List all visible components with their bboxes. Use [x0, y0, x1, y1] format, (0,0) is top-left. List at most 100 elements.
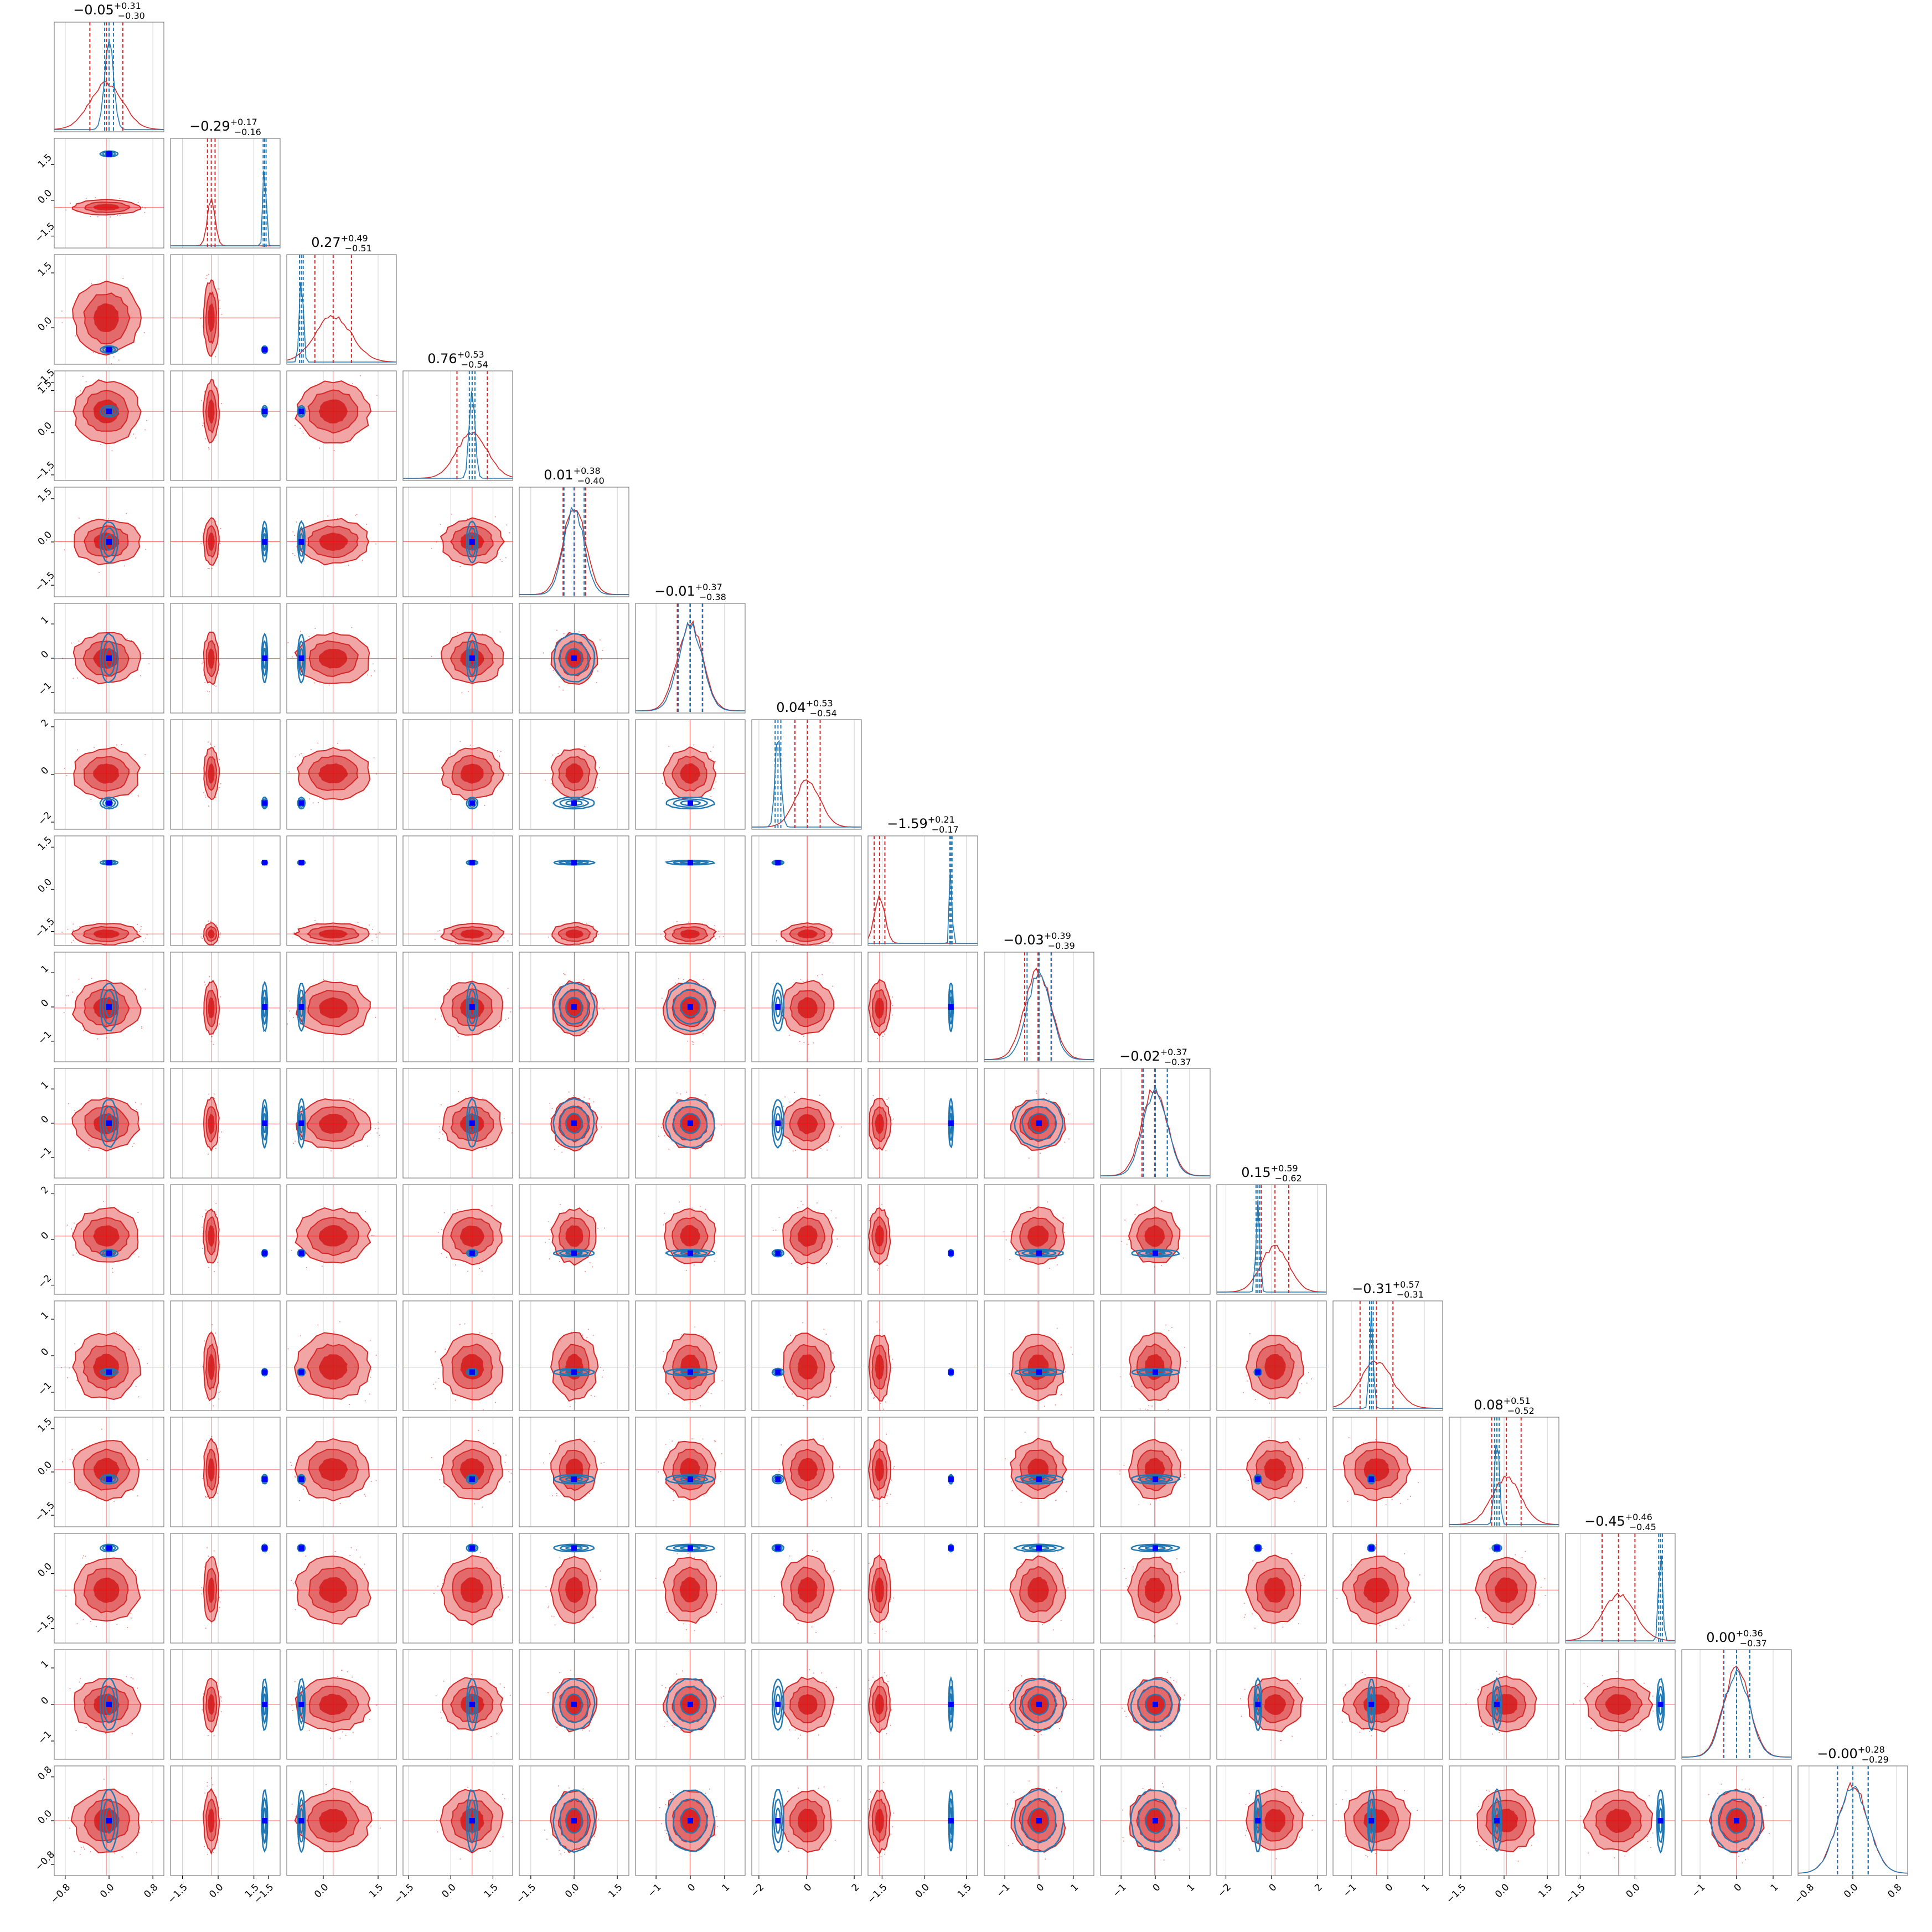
y-tick-label: 0.0: [36, 529, 54, 547]
contour-blue: [1029, 1476, 1050, 1482]
contour-blue: [771, 1789, 784, 1853]
sample-point: [1184, 1476, 1186, 1478]
sample-point: [1519, 1847, 1521, 1849]
sample-point: [69, 1827, 71, 1829]
sample-point: [211, 1035, 213, 1037]
sample-point: [1008, 1690, 1009, 1692]
sample-point: [788, 1141, 790, 1143]
panel-15-8: −1 0 1: [984, 1765, 1094, 1899]
sample-point: [349, 1554, 351, 1556]
x-tick-label: 2: [850, 1882, 862, 1894]
sample-point: [1132, 1569, 1134, 1571]
sample-point: [431, 1456, 432, 1458]
sample-point: [564, 974, 566, 975]
contour-blue: [100, 345, 118, 354]
x-tick-label: 0: [1267, 1882, 1279, 1894]
sample-point: [220, 1697, 222, 1698]
sample-point: [68, 1103, 69, 1104]
sample-point: [204, 984, 206, 986]
truth-marker: [1036, 1545, 1042, 1551]
sample-point: [545, 1586, 547, 1588]
x-tick-label: −1.5: [1444, 1882, 1468, 1905]
title-plus: +0.28: [1858, 1744, 1885, 1755]
sample-point: [330, 1737, 332, 1739]
contour-blue: [565, 1251, 583, 1256]
panel-1-1: −0.29+0.17 −0.16: [170, 117, 281, 249]
sample-point: [119, 198, 121, 199]
sample-point: [1409, 1496, 1411, 1497]
truth-marker: [262, 1545, 268, 1551]
sample-point: [369, 1340, 371, 1341]
sample-point: [793, 944, 794, 946]
sample-point: [81, 1557, 83, 1559]
sample-point: [495, 1402, 497, 1403]
contour-blue: [1021, 1106, 1057, 1141]
title-minus: −0.54: [810, 708, 837, 719]
sample-point: [138, 1396, 140, 1398]
sample-point: [604, 1227, 606, 1229]
sample-point: [550, 1117, 551, 1119]
truth-marker: [948, 1369, 954, 1375]
truth-marker: [106, 1702, 112, 1707]
sample-point: [877, 1267, 879, 1269]
sample-point: [373, 757, 375, 758]
sample-point: [1345, 1790, 1347, 1791]
sample-point: [693, 1264, 695, 1266]
sample-point: [314, 627, 316, 629]
panel-13-12: [1449, 1533, 1559, 1644]
sample-point: [90, 1621, 91, 1623]
sample-point: [71, 942, 73, 944]
sample-point: [209, 1731, 210, 1733]
sample-point: [435, 1381, 437, 1383]
panel-10-0: −202: [36, 1184, 164, 1295]
panel-frame: [402, 1184, 513, 1295]
panel-frame: [54, 370, 164, 481]
y-tick-label: −1.5: [33, 570, 57, 593]
sample-point: [580, 948, 581, 949]
panel-13-0: −1.50.0: [33, 1533, 164, 1644]
hist-red: [1333, 1360, 1443, 1409]
sample-point: [69, 1482, 71, 1484]
truth-marker: [1255, 1818, 1261, 1823]
sample-point: [1708, 1794, 1709, 1795]
title-minus: −0.40: [577, 476, 605, 486]
sample-point: [1304, 1574, 1305, 1576]
sample-point: [469, 947, 470, 948]
sample-point: [441, 1228, 442, 1230]
sample-point: [552, 754, 554, 756]
sample-point: [1749, 1788, 1750, 1790]
sample-point: [1262, 1547, 1263, 1549]
sample-point: [1312, 1815, 1314, 1816]
contour-blue: [467, 1106, 477, 1141]
sample-point: [876, 1037, 878, 1039]
sample-point: [499, 1025, 500, 1027]
sample-point: [1742, 1779, 1743, 1781]
panel-frame: [1216, 1300, 1327, 1411]
sample-point: [443, 1212, 445, 1213]
sample-point: [433, 1383, 435, 1385]
sample-point: [146, 1459, 148, 1460]
sample-point: [1408, 1713, 1409, 1714]
contour-blue: [1145, 1476, 1166, 1482]
panel-frame: [402, 952, 513, 1062]
sample-point: [721, 1603, 722, 1605]
sample-point: [69, 1688, 71, 1690]
sample-point: [1046, 1093, 1047, 1094]
panel-frame: [867, 1300, 978, 1411]
panel-frame: [635, 603, 746, 714]
panel-15-13: −1.5 0.0: [1564, 1765, 1676, 1906]
sample-point: [882, 1036, 884, 1037]
sample-point: [370, 1825, 372, 1827]
sample-point: [220, 1696, 221, 1697]
sample-point: [440, 524, 441, 525]
sample-point: [1043, 1675, 1045, 1677]
hist-blue: [1566, 1556, 1675, 1641]
sample-point: [450, 753, 451, 755]
sample-point: [347, 1671, 348, 1673]
panel-frame: [402, 1533, 513, 1644]
title-plus: +0.53: [806, 698, 833, 709]
title-minus: −0.29: [1862, 1754, 1889, 1765]
truth-marker: [469, 1818, 475, 1823]
contour-blue: [680, 996, 701, 1017]
